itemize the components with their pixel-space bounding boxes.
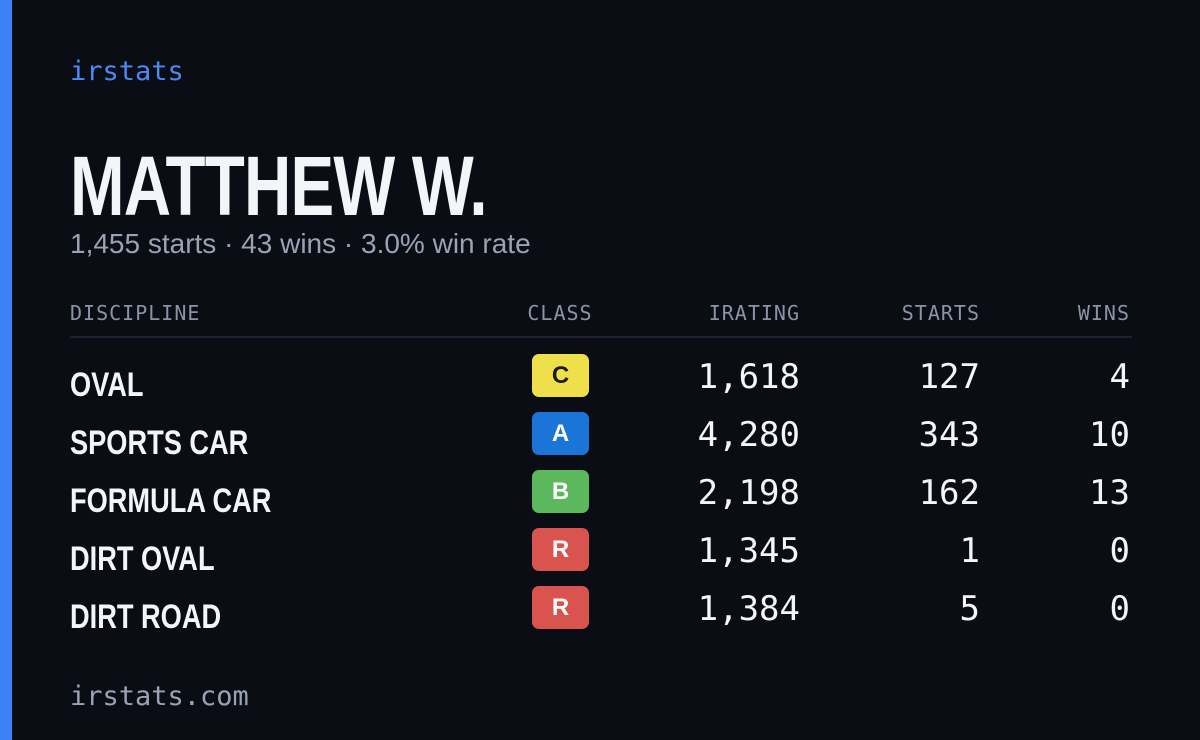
brand: irstats: [70, 56, 184, 87]
discipline: SPORTS CAR: [70, 424, 249, 462]
header-rule: [70, 336, 1132, 338]
col-wins-header: WINS: [1077, 301, 1130, 325]
col-starts: 162: [918, 473, 980, 513]
col-starts: 1: [959, 531, 980, 571]
summary: 1,455 starts · 43 wins · 3.0% win rate: [70, 228, 531, 259]
col-discipline-header: DISCIPLINE: [70, 301, 201, 325]
discipline: FORMULA CAR: [70, 482, 272, 520]
col-irating: 1,618: [697, 357, 800, 397]
col-irating: 2,198: [697, 473, 800, 513]
col-wins: 10: [1089, 415, 1130, 455]
col-irating-header: IRATING: [708, 301, 800, 325]
col-irating: 1,345: [697, 531, 800, 571]
discipline: DIRT OVAL: [70, 540, 215, 578]
col-wins: 0: [1109, 589, 1130, 629]
class-badge: R: [532, 528, 589, 571]
discipline: DIRT ROAD: [70, 598, 222, 636]
col-starts: 5: [959, 589, 980, 629]
col-irating: 4,280: [697, 415, 800, 455]
class-badge: A: [532, 412, 589, 455]
class-badge: C: [532, 354, 589, 397]
footer-url: irstats.com: [70, 681, 249, 712]
discipline: OVAL: [70, 366, 144, 404]
class-badge: B: [532, 470, 589, 513]
driver-name: MATTHEW W.: [70, 139, 488, 233]
col-wins: 13: [1089, 473, 1130, 513]
col-wins: 0: [1109, 531, 1130, 571]
col-class-header: CLASS: [527, 301, 593, 325]
col-wins: 4: [1109, 357, 1130, 397]
col-starts: 343: [918, 415, 980, 455]
col-starts: 127: [918, 357, 980, 397]
class-badge: R: [532, 586, 589, 629]
accent-bar: [0, 0, 12, 740]
col-irating: 1,384: [697, 589, 800, 629]
col-starts-header: STARTS: [901, 301, 980, 325]
